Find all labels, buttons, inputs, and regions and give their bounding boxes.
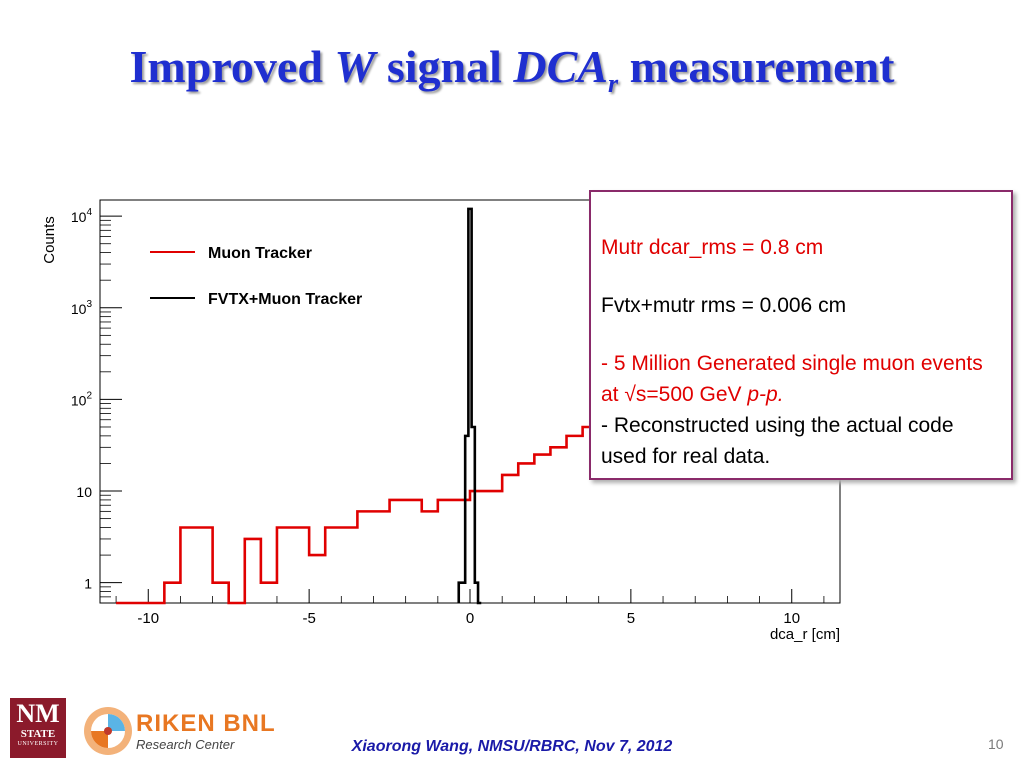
- y-tick-label: 104: [71, 207, 93, 225]
- fvtx-rms-text: Fvtx+mutr rms = 0.006 cm: [601, 294, 847, 317]
- x-tick-label: -10: [137, 610, 159, 627]
- y-tick-label: 102: [71, 390, 93, 408]
- title-part-measurement: measurement: [618, 41, 895, 92]
- mutr-rms-text: Mutr dcar_rms = 0.8 cm: [601, 236, 824, 259]
- x-tick-label: 0: [466, 610, 474, 627]
- x-axis-title: dca_r [cm]: [770, 626, 840, 643]
- fvtx-muon-tracker-histogram: [457, 207, 482, 605]
- title-part-improved: Improved: [129, 41, 335, 92]
- legend-label-muon-tracker: Muon Tracker: [208, 245, 312, 262]
- title-part-signal: signal: [375, 41, 514, 92]
- slide-title: Improved W signal DCAr measurement: [0, 40, 1024, 99]
- results-info-box: Mutr dcar_rms = 0.8 cm Fvtx+mutr rms = 0…: [589, 190, 1013, 480]
- nmsu-logo-nm: NM: [16, 699, 60, 728]
- y-tick-label: 1: [84, 576, 92, 592]
- generated-events-pp: p-p.: [747, 383, 784, 406]
- reconstruction-note-text: - Reconstructed using the actual code us…: [601, 414, 954, 468]
- y-tick-label: 103: [71, 299, 93, 317]
- nmsu-logo-university: UNIVERSITY: [17, 741, 59, 747]
- title-part-dca: DCA: [513, 41, 608, 92]
- page-number: 10: [988, 736, 1004, 752]
- riken-emblem-icon: [84, 707, 132, 755]
- legend-label-fvtx: FVTX+Muon Tracker: [208, 291, 362, 308]
- title-part-subscript-r: r: [607, 69, 619, 99]
- riken-logo-line1: RIKEN BNL: [136, 710, 276, 737]
- nmsu-logo-state: STATE: [20, 728, 56, 740]
- y-tick-label: 10: [76, 484, 92, 500]
- y-axis-title: Counts: [41, 216, 58, 264]
- x-tick-label: 10: [783, 610, 800, 627]
- generated-events-text: - 5 Million Generated single muon events…: [601, 348, 1001, 410]
- x-tick-label: -5: [302, 610, 315, 627]
- riken-logo-text: RIKEN BNL Research Center: [136, 712, 276, 754]
- footer-author: Xiaorong Wang, NMSU/RBRC, Nov 7, 2012: [351, 738, 673, 755]
- title-part-w: W: [334, 41, 376, 92]
- nmsu-logo: NM STATE UNIVERSITY: [10, 698, 66, 758]
- riken-logo-line2: Research Center: [136, 737, 235, 752]
- x-tick-label: 5: [627, 610, 635, 627]
- generated-events-main: - 5 Million Generated single muon events…: [601, 352, 983, 406]
